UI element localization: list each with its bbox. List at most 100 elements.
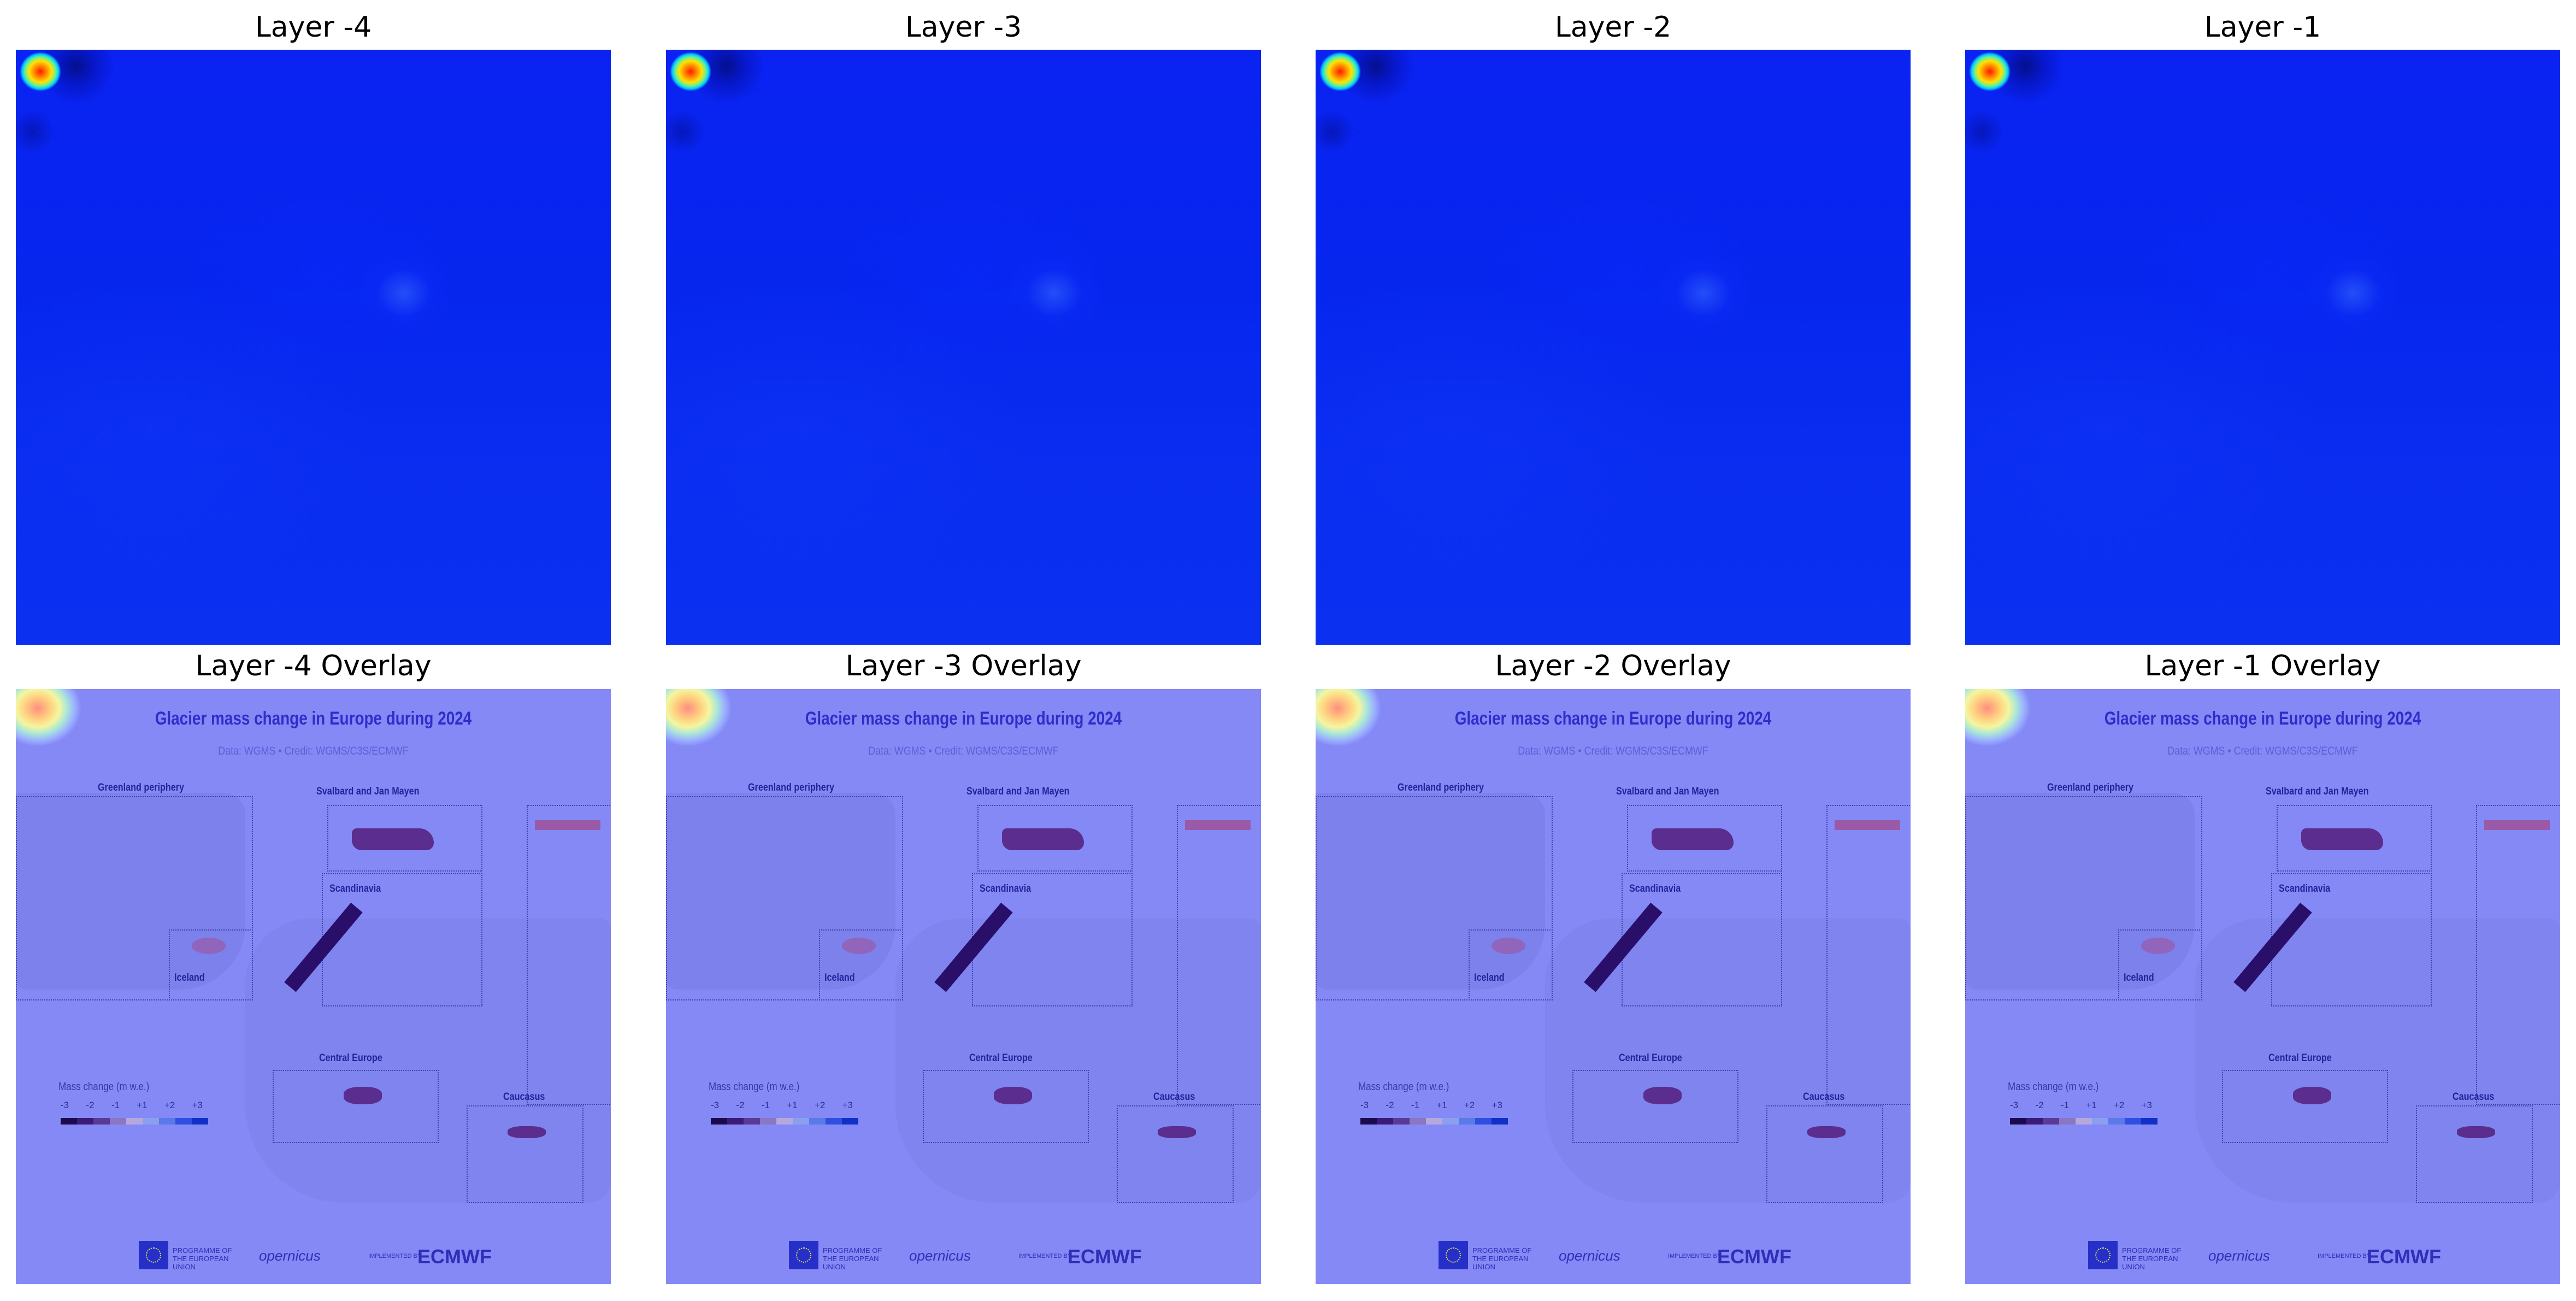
map-title: Glacier mass change in Europe during 202… (155, 708, 472, 729)
legend-ticks: -3 -2 -1 +1 +2 +3 (711, 1100, 853, 1111)
legend-title: Mass change (m w.e.) (709, 1081, 800, 1093)
legend-tick: -2 (1386, 1100, 1394, 1110)
box-east-arctic (1826, 805, 1911, 1105)
legend-tick: -2 (86, 1100, 95, 1110)
label-central-europe: Central Europe (319, 1052, 382, 1064)
legend-colorbar (2010, 1118, 2158, 1125)
map-subtitle: Data: WGMS • Credit: WGMS/C3S/ECMWF (2167, 745, 2358, 757)
legend-tick: -1 (1411, 1100, 1419, 1110)
map-subtitle: Data: WGMS • Credit: WGMS/C3S/ECMWF (218, 745, 409, 757)
label-central-europe: Central Europe (2268, 1052, 2332, 1064)
legend-tick: -1 (761, 1100, 770, 1110)
legend-tick: +2 (164, 1100, 175, 1110)
legend-tick: +3 (2141, 1100, 2152, 1110)
label-greenland: Greenland periphery (748, 782, 834, 793)
legend-tick: -3 (711, 1100, 720, 1110)
panel-title-layer-4: Layer -4 (255, 11, 372, 44)
legend-tick: +3 (1492, 1100, 1502, 1110)
label-scandinavia: Scandinavia (329, 883, 381, 894)
eu-flag-icon (2088, 1241, 2118, 1269)
panel-title-layer-2-overlay: Layer -2 Overlay (1495, 650, 1731, 682)
legend-tick: -3 (61, 1100, 69, 1110)
heatmap-layer-1 (1965, 50, 2560, 645)
legend-tick: +2 (1464, 1100, 1475, 1110)
legend-ticks: -3 -2 -1 +1 +2 +3 (61, 1100, 203, 1111)
glacier-east-arctic (1835, 820, 1900, 830)
label-iceland: Iceland (2124, 972, 2154, 984)
overlay-heat-spot (1316, 689, 1414, 776)
implemented-by-label: IMPLEMENTED BY (2318, 1253, 2371, 1259)
legend-tick: +1 (787, 1100, 798, 1110)
glacier-alps (1643, 1087, 1682, 1104)
heatmap-layer-2 (1316, 50, 1911, 645)
box-iceland (2118, 929, 2202, 1000)
eu-flag-icon (789, 1241, 818, 1269)
legend-tick: +1 (1436, 1100, 1447, 1110)
legend-ticks: -3 -2 -1 +1 +2 +3 (1360, 1100, 1502, 1111)
box-iceland (169, 929, 253, 1000)
glacier-alps (2293, 1087, 2331, 1104)
legend-tick: +1 (137, 1100, 148, 1110)
overlay-heat-spot (16, 689, 114, 776)
box-iceland (819, 929, 903, 1000)
legend-title: Mass change (m w.e.) (2008, 1081, 2099, 1093)
legend-title: Mass change (m w.e.) (1358, 1081, 1449, 1093)
box-greenland (1965, 796, 2202, 1000)
logo-strip: PROGRAMME OF THE EUROPEAN UNION opernicu… (139, 1241, 494, 1274)
copernicus-logo: opernicus (259, 1247, 321, 1264)
glacier-caucasus (508, 1126, 546, 1138)
eu-logo-text: PROGRAMME OF THE EUROPEAN UNION (2122, 1246, 2182, 1271)
box-svalbard (977, 805, 1133, 872)
eu-logo-text: PROGRAMME OF THE EUROPEAN UNION (1472, 1246, 1532, 1271)
map-subtitle: Data: WGMS • Credit: WGMS/C3S/ECMWF (868, 745, 1059, 757)
label-greenland: Greenland periphery (1398, 782, 1484, 793)
box-greenland (666, 796, 903, 1000)
label-scandinavia: Scandinavia (2279, 883, 2331, 894)
box-east-arctic (2476, 805, 2560, 1105)
glacier-iceland (2141, 938, 2175, 954)
ecmwf-logo: ECMWF (1068, 1245, 1142, 1268)
legend-tick: +3 (192, 1100, 203, 1110)
panel-title-layer-1: Layer -1 (2204, 11, 2321, 44)
box-central-europe (273, 1070, 439, 1143)
logo-strip: PROGRAMME OF THE EUROPEAN UNION opernicu… (1439, 1241, 1794, 1274)
logo-strip: PROGRAMME OF THE EUROPEAN UNION opernicu… (789, 1241, 1144, 1274)
legend-tick: +1 (2086, 1100, 2097, 1110)
legend-tick: +2 (814, 1100, 826, 1110)
box-greenland (1316, 796, 1553, 1000)
glacier-caucasus (1158, 1126, 1196, 1138)
legend-tick: -2 (2035, 1100, 2044, 1110)
label-caucasus: Caucasus (503, 1091, 545, 1103)
overlay-heat-spot (666, 689, 764, 776)
legend-colorbar (711, 1118, 858, 1125)
legend-title: Mass change (m w.e.) (58, 1081, 150, 1093)
logo-strip: PROGRAMME OF THE EUROPEAN UNION opernicu… (2088, 1241, 2443, 1274)
glacier-svalbard (1652, 828, 1734, 850)
eu-logo-text: PROGRAMME OF THE EUROPEAN UNION (173, 1246, 232, 1271)
box-caucasus (2416, 1105, 2533, 1203)
box-central-europe (1572, 1070, 1738, 1143)
legend-tick: -2 (736, 1100, 745, 1110)
glacier-alps (994, 1087, 1032, 1104)
glacier-svalbard (352, 828, 434, 850)
map-title: Glacier mass change in Europe during 202… (805, 708, 1122, 729)
label-iceland: Iceland (174, 972, 205, 984)
glacier-east-arctic (535, 820, 600, 830)
legend-colorbar (61, 1118, 208, 1125)
label-central-europe: Central Europe (969, 1052, 1033, 1064)
map-title: Glacier mass change in Europe during 202… (2104, 708, 2421, 729)
ecmwf-logo: ECMWF (417, 1245, 492, 1268)
box-svalbard (327, 805, 482, 872)
legend-colorbar (1360, 1118, 1508, 1125)
greenland-landmass (1316, 793, 1545, 990)
eu-flag-icon (1439, 1241, 1468, 1269)
glacier-iceland (1492, 938, 1525, 954)
label-scandinavia: Scandinavia (1629, 883, 1681, 894)
label-caucasus: Caucasus (2453, 1091, 2495, 1103)
label-greenland: Greenland periphery (2047, 782, 2133, 793)
box-svalbard (1627, 805, 1782, 872)
label-iceland: Iceland (1474, 972, 1505, 984)
implemented-by-label: IMPLEMENTED BY (1018, 1253, 1072, 1259)
label-iceland: Iceland (824, 972, 855, 984)
legend-tick: -1 (111, 1100, 120, 1110)
